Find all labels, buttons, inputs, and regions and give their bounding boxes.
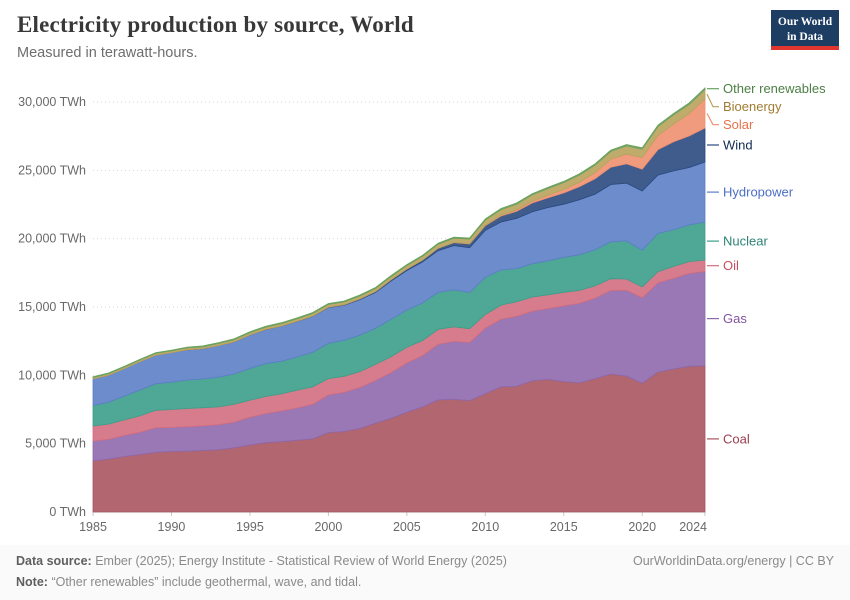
note-line: Note: “Other renewables” include geother…	[16, 575, 361, 589]
x-axis-label: 2010	[471, 520, 499, 534]
legend-item-wind[interactable]: Wind	[723, 137, 753, 152]
owid-license-link[interactable]: OurWorldinData.org/energy | CC BY	[632, 554, 834, 568]
y-axis-label: 5,000 TWh	[25, 437, 86, 451]
x-axis-label: 2015	[550, 520, 578, 534]
owid-logo-line1: Our World	[777, 16, 833, 28]
y-axis-label: 0 TWh	[49, 505, 86, 519]
legend-item-gas[interactable]: Gas	[723, 311, 747, 326]
legend-item-hydropower[interactable]: Hydropower	[723, 185, 794, 200]
data-source-label: Data source:	[16, 554, 92, 568]
note-label: Note:	[16, 575, 48, 589]
x-axis-label: 1995	[236, 520, 264, 534]
x-axis-label: 2024	[679, 520, 707, 534]
legend-item-other-renewables[interactable]: Other renewables	[723, 81, 826, 96]
y-axis-label: 25,000 TWh	[18, 163, 86, 177]
legend-item-nuclear[interactable]: Nuclear	[723, 234, 768, 249]
y-axis-label: 10,000 TWh	[18, 368, 86, 382]
legend-item-bioenergy[interactable]: Bioenergy	[723, 99, 782, 114]
stacked-area-chart: 0 TWh 5,000 TWh 10,000 TWh 15,000 TWh 20,000…	[18, 81, 826, 534]
y-axis-label: 15,000 TWh	[18, 300, 86, 314]
data-source-text: Ember (2025); Energy Institute - Statist…	[95, 554, 507, 568]
note-text: “Other renewables” include geothermal, w…	[51, 575, 362, 589]
chart-subtitle: Measured in terawatt-hours.	[17, 45, 198, 61]
data-source-line: Data source: Ember (2025); Energy Instit…	[16, 554, 507, 568]
x-axis-label: 1990	[158, 520, 186, 534]
x-axis-label: 2005	[393, 520, 421, 534]
area-other-renewables[interactable]	[92, 86, 706, 379]
page-title: Electricity production by source, World	[17, 12, 414, 37]
y-axis-label: 30,000 TWh	[18, 95, 86, 109]
owid-logo-line2: in Data	[786, 30, 824, 43]
x-axis-label: 2020	[628, 520, 656, 534]
y-axis-label: 20,000 TWh	[18, 232, 86, 246]
legend-connector-bioenergy	[706, 93, 719, 108]
legend-connector-solar	[706, 113, 719, 126]
legend-item-solar[interactable]: Solar	[723, 117, 754, 132]
x-axis-label: 1985	[79, 520, 107, 534]
legend-item-coal[interactable]: Coal	[723, 431, 750, 446]
chart-footer: Data source: Ember (2025); Energy Instit…	[0, 545, 850, 600]
owid-logo[interactable]: Our World in Data	[771, 10, 839, 50]
legend-item-oil[interactable]: Oil	[723, 258, 739, 273]
x-axis-label: 2000	[314, 520, 342, 534]
chart-header: Electricity production by source, World …	[17, 12, 690, 61]
